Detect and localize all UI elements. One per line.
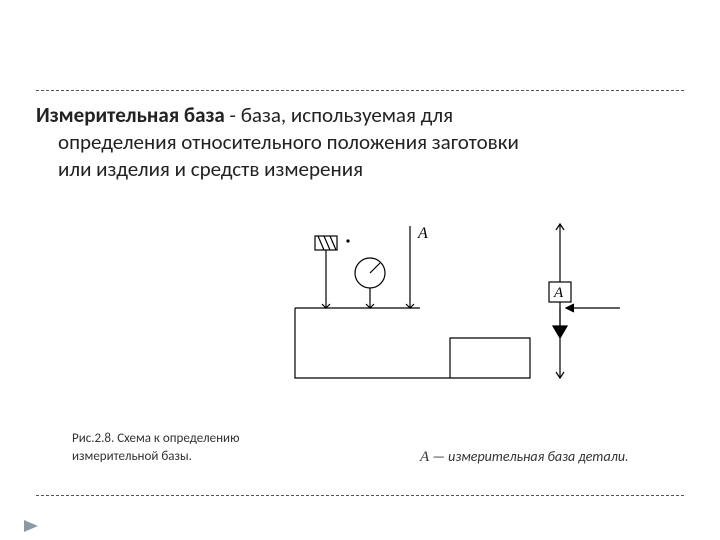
legend-rest: — измерительная база детали.: [429, 448, 628, 465]
hatch1: [318, 236, 324, 250]
def-part2: определения относительного положения заг…: [36, 129, 684, 156]
hatch3: [330, 236, 336, 250]
term: Измерительная база: [36, 102, 225, 128]
label-A-top: A: [417, 225, 428, 242]
legend-A: A: [420, 449, 429, 465]
definition-text: Измерительная база - база, используемая …: [36, 102, 684, 183]
gauge-needle: [370, 263, 380, 273]
bottom-rule: [36, 495, 684, 496]
slide: Измерительная база - база, используемая …: [0, 0, 720, 540]
dot: [347, 240, 349, 242]
legend-text: A — измерительная база детали.: [420, 448, 629, 466]
label-A-dim: A: [553, 285, 564, 301]
slide-corner-icon: [24, 520, 38, 532]
def-part1: - база, используемая для: [225, 102, 453, 128]
diagram: A A: [260, 208, 640, 438]
part-outline: [295, 308, 530, 378]
def-part3: или изделия и средств измерения: [36, 156, 684, 183]
datum-triangle: [553, 326, 567, 338]
top-rule: [36, 90, 684, 91]
hatch2: [324, 236, 330, 250]
figure-caption: Рис.2.8. Схема к определению измерительн…: [72, 430, 302, 465]
datum-arrow-head: [566, 304, 574, 312]
diagram-svg: A A: [260, 208, 640, 438]
